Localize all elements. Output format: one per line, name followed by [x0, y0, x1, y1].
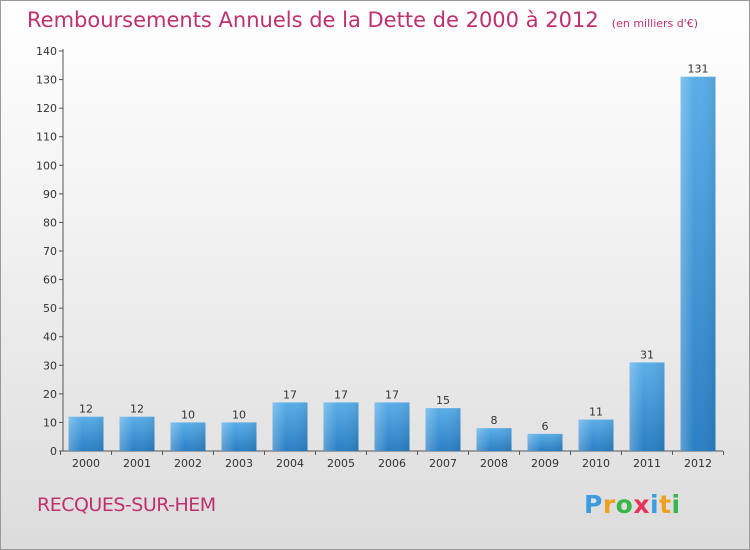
bar-shade: [68, 416, 104, 451]
data-label: 12: [79, 403, 93, 416]
y-tick-label: 10: [43, 416, 57, 429]
bar-shade: [476, 428, 512, 451]
data-label: 10: [232, 408, 246, 421]
city-name: RECQUES-SUR-HEM: [37, 494, 216, 516]
chart-unit: (en milliers d'€): [611, 17, 699, 30]
bar-shade: [119, 416, 155, 451]
logo-letter: x: [633, 490, 650, 519]
x-tick-label: 2012: [684, 457, 712, 470]
data-label: 8: [491, 414, 498, 427]
bars: [68, 76, 716, 451]
proxiti-logo: Proxiti: [584, 490, 681, 519]
bar-shade: [374, 402, 410, 451]
y-tick-label: 0: [50, 445, 57, 458]
bar-shade: [272, 402, 308, 451]
y-tick-label: 60: [43, 274, 57, 287]
y-tick-label: 40: [43, 331, 57, 344]
y-tick-label: 20: [43, 388, 57, 401]
data-label: 17: [385, 388, 399, 401]
data-label: 12: [130, 403, 144, 416]
x-tick-label: 2000: [72, 457, 100, 470]
data-label: 10: [181, 408, 195, 421]
data-label: 6: [542, 420, 549, 433]
y-tick-label: 130: [36, 74, 57, 87]
x-tick-label: 2004: [276, 457, 304, 470]
data-label: 17: [334, 388, 348, 401]
logo-letter: r: [602, 490, 616, 519]
value-labels: 12 12 10 10 17 17 17 15 8 6 11 31 131: [79, 63, 709, 433]
x-tick-label: 2005: [327, 457, 355, 470]
chart-title-row: Remboursements Annuels de la Dette de 20…: [27, 8, 698, 32]
bar-shade: [680, 76, 716, 451]
x-tick-label: 2007: [429, 457, 457, 470]
data-label: 131: [688, 63, 709, 76]
y-tick-label: 110: [36, 131, 57, 144]
y-tick-label: 30: [43, 359, 57, 372]
bar-shade: [221, 422, 257, 451]
x-tick-label: 2003: [225, 457, 253, 470]
x-tick-label: 2010: [582, 457, 610, 470]
bar-shade: [629, 362, 665, 451]
logo-letter: P: [584, 490, 603, 519]
y-tick-label: 140: [36, 45, 57, 58]
bar-shade: [170, 422, 206, 451]
x-tick-label: 2006: [378, 457, 406, 470]
x-tick-label: 2009: [531, 457, 559, 470]
y-tick-label: 80: [43, 216, 57, 229]
data-label: 11: [589, 406, 603, 419]
x-tick-label: 2011: [633, 457, 661, 470]
y-tick-label: 100: [36, 159, 57, 172]
bar-shade: [578, 419, 614, 451]
y-tick-label: 50: [43, 302, 57, 315]
bar-shade: [425, 408, 461, 451]
logo-letter: i: [671, 490, 681, 519]
y-tick-label: 90: [43, 188, 57, 201]
chart-title: Remboursements Annuels de la Dette de 20…: [27, 8, 599, 32]
x-tick-label: 2008: [480, 457, 508, 470]
bar-shade: [323, 402, 359, 451]
bar-shade: [527, 433, 563, 451]
data-label: 17: [283, 388, 297, 401]
x-tick-label: 2001: [123, 457, 151, 470]
data-label: 31: [640, 348, 654, 361]
x-tick-label: 2002: [174, 457, 202, 470]
data-label: 15: [436, 394, 450, 407]
y-tick-label: 120: [36, 102, 57, 115]
y-tick-label: 70: [43, 245, 57, 258]
logo-letter: o: [615, 490, 634, 519]
axes: 0 10 20 30 40 50 60 70 80 90 100 110 120 130 140 2000 20…: [36, 45, 724, 470]
logo-letter: t: [659, 490, 672, 519]
logo-letter: i: [650, 490, 660, 519]
